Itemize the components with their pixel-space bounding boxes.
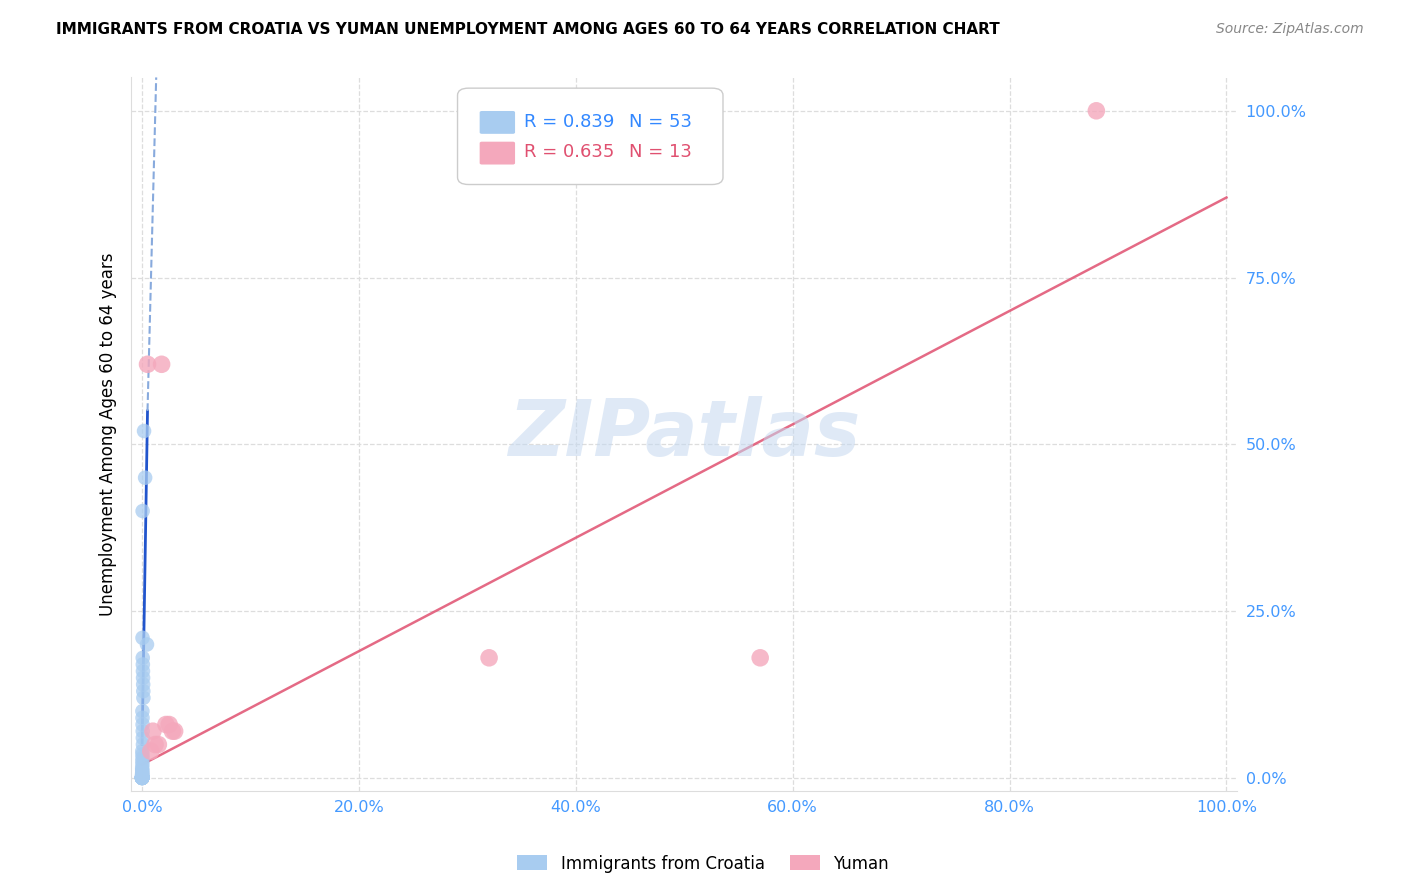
Point <box>131 771 153 785</box>
Point <box>131 771 153 785</box>
Point <box>131 754 153 768</box>
Point <box>131 757 153 772</box>
Point <box>749 650 772 665</box>
Point <box>134 471 156 485</box>
Point <box>131 769 153 783</box>
Point <box>131 771 153 785</box>
Text: R = 0.839: R = 0.839 <box>524 112 614 131</box>
Text: Source: ZipAtlas.com: Source: ZipAtlas.com <box>1216 22 1364 37</box>
Point <box>148 738 170 752</box>
Point <box>131 771 153 785</box>
Point <box>1085 103 1108 118</box>
Point <box>132 677 155 691</box>
Point <box>131 771 153 785</box>
Point <box>132 664 155 678</box>
Point <box>131 771 153 785</box>
Point <box>131 764 153 779</box>
Point <box>162 724 184 739</box>
Point <box>139 744 162 758</box>
FancyBboxPatch shape <box>479 111 515 134</box>
Point <box>131 771 153 785</box>
Point <box>131 771 153 785</box>
Point <box>131 631 153 645</box>
Point <box>132 657 155 672</box>
FancyBboxPatch shape <box>457 88 723 185</box>
Point <box>131 747 153 762</box>
Point <box>131 771 153 785</box>
Legend: Immigrants from Croatia, Yuman: Immigrants from Croatia, Yuman <box>510 848 896 880</box>
Point <box>131 504 153 518</box>
Point <box>131 765 153 780</box>
Point <box>131 704 153 718</box>
Point <box>132 424 155 438</box>
Point <box>131 751 153 765</box>
Point <box>142 724 165 739</box>
Point <box>131 770 153 784</box>
Point <box>131 771 153 785</box>
Point <box>136 637 159 651</box>
Point <box>132 684 155 698</box>
Point <box>131 744 153 758</box>
Point <box>150 357 173 371</box>
Point <box>136 357 159 371</box>
Text: N = 13: N = 13 <box>628 144 692 161</box>
Point <box>131 761 153 775</box>
Point <box>131 771 153 785</box>
Point <box>131 717 153 731</box>
Point <box>131 763 153 777</box>
Point <box>131 767 153 781</box>
Point <box>132 738 155 752</box>
Point <box>132 724 155 739</box>
Text: IMMIGRANTS FROM CROATIA VS YUMAN UNEMPLOYMENT AMONG AGES 60 TO 64 YEARS CORRELAT: IMMIGRANTS FROM CROATIA VS YUMAN UNEMPLO… <box>56 22 1000 37</box>
Y-axis label: Unemployment Among Ages 60 to 64 years: Unemployment Among Ages 60 to 64 years <box>100 252 117 616</box>
Point <box>478 650 501 665</box>
Point <box>131 771 153 785</box>
Point <box>155 717 177 731</box>
Point <box>132 731 155 745</box>
Point <box>131 771 153 785</box>
Point <box>131 767 153 781</box>
Point <box>132 650 155 665</box>
Text: N = 53: N = 53 <box>628 112 692 131</box>
Point <box>131 768 153 782</box>
Point <box>131 770 153 784</box>
Point <box>131 771 153 785</box>
Point <box>131 770 153 784</box>
FancyBboxPatch shape <box>479 142 515 164</box>
Text: ZIPatlas: ZIPatlas <box>508 396 860 473</box>
Point <box>131 771 153 785</box>
Point <box>132 690 155 705</box>
Point <box>131 770 153 784</box>
Point <box>131 771 153 785</box>
Point <box>163 724 186 739</box>
Point <box>143 738 166 752</box>
Point <box>157 717 180 731</box>
Point <box>131 771 153 785</box>
Point <box>131 711 153 725</box>
Point <box>132 671 155 685</box>
Text: R = 0.635: R = 0.635 <box>524 144 614 161</box>
Point <box>131 771 153 785</box>
